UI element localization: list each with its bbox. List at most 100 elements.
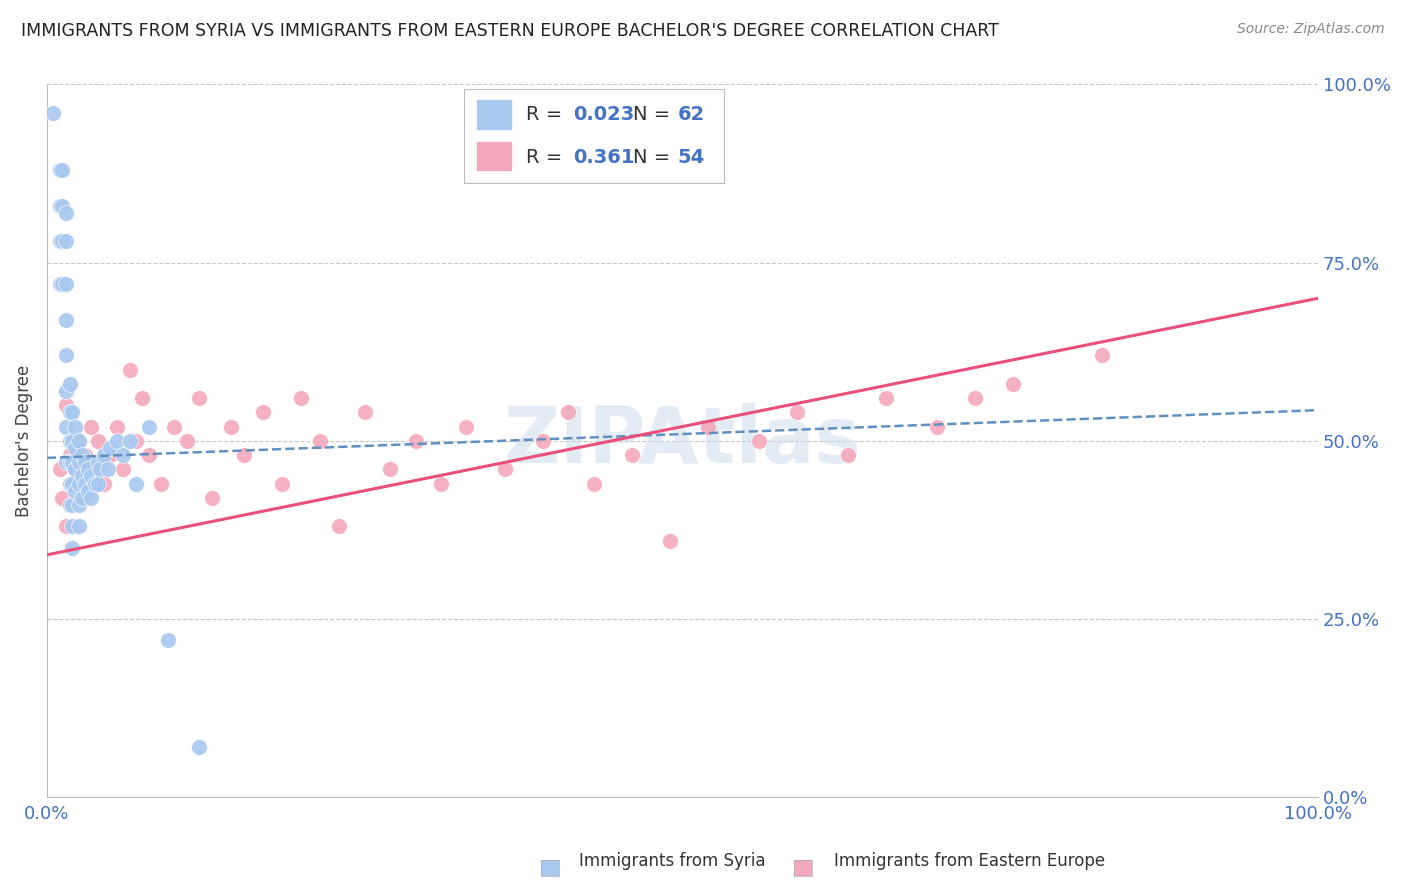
Point <box>55 205 77 219</box>
Point <box>72 491 94 505</box>
Point <box>72 491 94 505</box>
Point <box>63 441 86 455</box>
Point <box>697 419 720 434</box>
Point <box>87 476 110 491</box>
Point <box>786 405 808 419</box>
Point <box>252 405 274 419</box>
Point <box>232 448 254 462</box>
Point <box>93 476 115 491</box>
Text: 0.023: 0.023 <box>574 105 634 124</box>
Point <box>271 476 294 491</box>
Point <box>290 391 312 405</box>
Point <box>60 498 83 512</box>
Point <box>73 476 96 491</box>
Point <box>59 434 82 448</box>
Point <box>125 434 148 448</box>
Point <box>658 533 681 548</box>
Point <box>456 419 478 434</box>
Point <box>42 106 65 120</box>
Point <box>51 198 73 212</box>
Point <box>48 277 70 291</box>
Point <box>531 434 554 448</box>
Point <box>118 434 141 448</box>
Point <box>963 391 986 405</box>
Point <box>557 405 579 419</box>
Point <box>76 476 98 491</box>
Point <box>55 348 77 362</box>
Point <box>150 476 173 491</box>
Point <box>131 391 153 405</box>
Text: R =: R = <box>526 105 569 124</box>
Text: Immigrants from Syria: Immigrants from Syria <box>579 852 766 870</box>
Point <box>405 434 427 448</box>
Point <box>59 455 82 469</box>
Point <box>63 462 86 476</box>
Point <box>582 476 605 491</box>
Point <box>138 448 160 462</box>
Point <box>67 434 90 448</box>
Point <box>76 483 98 498</box>
Point <box>84 476 107 491</box>
Point <box>80 491 103 505</box>
Point <box>87 455 110 469</box>
Point <box>1091 348 1114 362</box>
Text: 62: 62 <box>678 105 704 124</box>
Point <box>60 541 83 555</box>
Point <box>837 448 859 462</box>
Point <box>97 462 120 476</box>
Point <box>925 419 948 434</box>
Point <box>73 448 96 462</box>
Point <box>51 234 73 248</box>
Point <box>59 476 82 491</box>
Point <box>63 419 86 434</box>
Y-axis label: Bachelor's Degree: Bachelor's Degree <box>15 365 32 517</box>
Bar <box>477 142 510 169</box>
Point <box>87 434 110 448</box>
Point <box>67 498 90 512</box>
Point <box>112 448 135 462</box>
Text: Source: ZipAtlas.com: Source: ZipAtlas.com <box>1237 22 1385 37</box>
Point <box>105 419 128 434</box>
Point <box>63 462 86 476</box>
Point <box>72 469 94 483</box>
Text: N =: N = <box>633 105 676 124</box>
Point <box>76 462 98 476</box>
Point <box>63 483 86 498</box>
Point <box>55 234 77 248</box>
Point <box>430 476 453 491</box>
Point <box>55 398 77 412</box>
Point <box>309 434 332 448</box>
Point <box>125 476 148 491</box>
Point <box>138 419 160 434</box>
Point <box>84 462 107 476</box>
Point <box>100 448 122 462</box>
Point <box>55 419 77 434</box>
Point <box>60 434 83 448</box>
Point <box>201 491 224 505</box>
Point <box>875 391 897 405</box>
Text: 54: 54 <box>678 148 704 167</box>
Point <box>620 448 643 462</box>
Point <box>51 491 73 505</box>
Point <box>163 419 186 434</box>
Point <box>328 519 350 533</box>
Point <box>176 434 198 448</box>
Point <box>60 405 83 419</box>
Point <box>89 462 111 476</box>
Point <box>55 312 77 326</box>
Point <box>1002 376 1025 391</box>
Point <box>59 405 82 419</box>
Point <box>60 476 83 491</box>
Point <box>219 419 242 434</box>
Point <box>59 498 82 512</box>
Point <box>60 476 83 491</box>
Text: IMMIGRANTS FROM SYRIA VS IMMIGRANTS FROM EASTERN EUROPE BACHELOR'S DEGREE CORREL: IMMIGRANTS FROM SYRIA VS IMMIGRANTS FROM… <box>21 22 1000 40</box>
Point <box>80 469 103 483</box>
Point <box>105 434 128 448</box>
Point <box>55 455 77 469</box>
Point <box>55 384 77 398</box>
Text: R =: R = <box>526 148 569 167</box>
Point <box>378 462 401 476</box>
Bar <box>477 101 510 128</box>
Point <box>72 448 94 462</box>
